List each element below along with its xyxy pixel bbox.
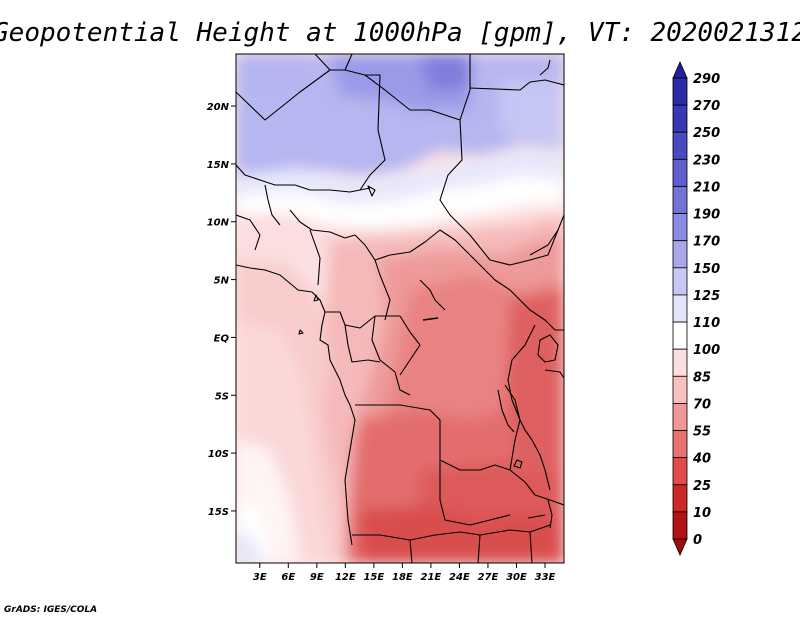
colorbar-level-label: 25	[693, 479, 711, 494]
colorbar-level-label: 10	[693, 506, 711, 521]
x-tick-label: 6E	[281, 572, 295, 583]
colorbar-swatch	[672, 511, 688, 540]
colorbar-swatch	[672, 348, 688, 377]
colorbar-level-label: 250	[693, 126, 720, 141]
map-frame	[235, 53, 565, 564]
colorbar-level-label: 230	[693, 153, 720, 168]
colorbar-level-label: 85	[693, 370, 711, 385]
y-tick-label: 5S	[215, 391, 229, 402]
y-tick-label: 15N	[207, 160, 230, 171]
colorbar-level-label: 125	[693, 289, 720, 304]
colorbar-level-label: 290	[693, 72, 720, 87]
colorbar-swatch	[672, 321, 688, 350]
y-axis: 20N 15N 10N 5N EQ 5S 10S 15S	[207, 102, 236, 518]
colorbar-swatch	[672, 240, 688, 269]
y-tick-label: 5N	[214, 276, 230, 287]
colorbar-level-label: 150	[693, 262, 720, 277]
x-tick-label: 9E	[310, 572, 324, 583]
colorbar-swatch	[672, 186, 688, 214]
map-panel: 3E 6E 9E 12E 15E 18E 21E 24E 27E 30E 33E 20N 15N 10N…	[207, 53, 565, 583]
y-tick-label: 10S	[208, 449, 229, 460]
colorbar-swatch	[672, 430, 688, 459]
grads-credit: GrADS: IGES/COLA	[4, 605, 97, 615]
x-tick-label: 27E	[478, 572, 499, 583]
colorbar-swatch	[672, 484, 688, 513]
colorbar: 2902702502302101901701501251101008570554…	[672, 61, 720, 556]
x-axis: 3E 6E 9E 12E 15E 18E 21E 24E 27E 30E 33E	[253, 563, 556, 583]
colorbar-level-label: 55	[693, 425, 711, 440]
colorbar-max-arrow	[672, 61, 688, 79]
x-tick-label: 24E	[449, 572, 470, 583]
x-tick-label: 30E	[506, 572, 527, 583]
x-tick-label: 21E	[421, 572, 442, 583]
colorbar-swatch	[672, 457, 688, 486]
heatmap-field	[236, 54, 564, 563]
y-tick-label: EQ	[214, 333, 230, 344]
coastlines-and-borders	[236, 54, 564, 563]
colorbar-swatch	[672, 158, 688, 187]
colorbar-swatch	[672, 104, 688, 133]
x-tick-label: 3E	[253, 572, 267, 583]
x-tick-label: 18E	[392, 572, 413, 583]
colorbar-level-label: 270	[693, 99, 720, 114]
colorbar-level-label: 190	[693, 208, 720, 223]
colorbar-level-label: 40	[692, 452, 711, 467]
colorbar-swatch	[672, 403, 688, 431]
colorbar-swatch	[672, 77, 688, 106]
x-tick-label: 15E	[363, 572, 384, 583]
colorbar-min-arrow	[672, 538, 688, 556]
y-tick-label: 10N	[207, 218, 230, 229]
colorbar-swatch	[672, 267, 688, 296]
y-tick-label: 15S	[208, 507, 229, 518]
colorbar-level-label: 170	[693, 235, 720, 250]
colorbar-swatch	[672, 213, 688, 242]
colorbar-level-label: 0	[693, 533, 702, 548]
colorbar-swatch	[672, 131, 688, 160]
x-tick-label: 12E	[335, 572, 356, 583]
y-tick-label: 20N	[207, 102, 230, 113]
colorbar-swatch	[672, 294, 688, 323]
colorbar-level-label: 110	[693, 316, 720, 331]
colorbar-level-label: 100	[693, 343, 720, 358]
colorbar-level-label: 210	[693, 180, 720, 195]
chart-title: Geopotential Height at 1000hPa [gpm], VT…	[0, 18, 800, 48]
x-tick-label: 33E	[535, 572, 556, 583]
colorbar-level-label: 70	[693, 397, 711, 412]
colorbar-swatch	[672, 375, 688, 404]
